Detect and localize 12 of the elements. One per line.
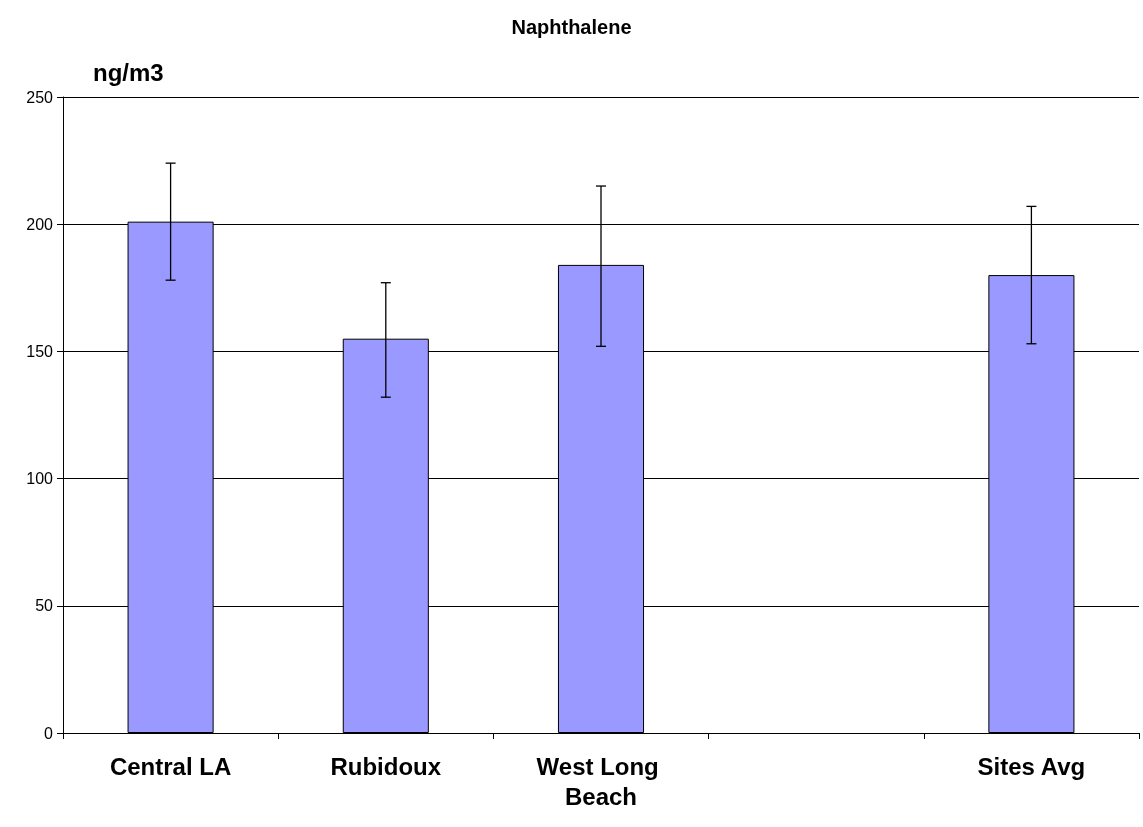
y-tick-label: 0 bbox=[44, 724, 54, 742]
x-tick-label: Sites Avg bbox=[977, 752, 1086, 780]
y-tick-label: 250 bbox=[26, 88, 54, 106]
chart-title: Naphthalene bbox=[511, 16, 632, 38]
y-tick-label: 50 bbox=[35, 597, 54, 615]
y-tick-label: 200 bbox=[26, 215, 54, 233]
x-tick-label: Rubidoux bbox=[330, 752, 442, 780]
x-tick-label: Central LA bbox=[109, 752, 232, 780]
x-tick-label: West Long Beach bbox=[536, 752, 666, 810]
y-axis-title: ng/m3 bbox=[93, 58, 164, 86]
y-tick-label: 100 bbox=[26, 470, 54, 488]
y-tick-label: 150 bbox=[26, 342, 54, 360]
